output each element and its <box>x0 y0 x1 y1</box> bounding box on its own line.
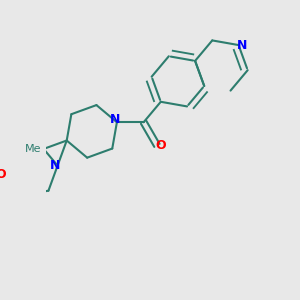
Text: N: N <box>50 159 60 172</box>
Text: N: N <box>237 39 248 52</box>
Text: N: N <box>110 113 120 126</box>
Text: O: O <box>0 168 6 182</box>
Text: Me: Me <box>25 144 42 154</box>
Text: O: O <box>156 139 166 152</box>
